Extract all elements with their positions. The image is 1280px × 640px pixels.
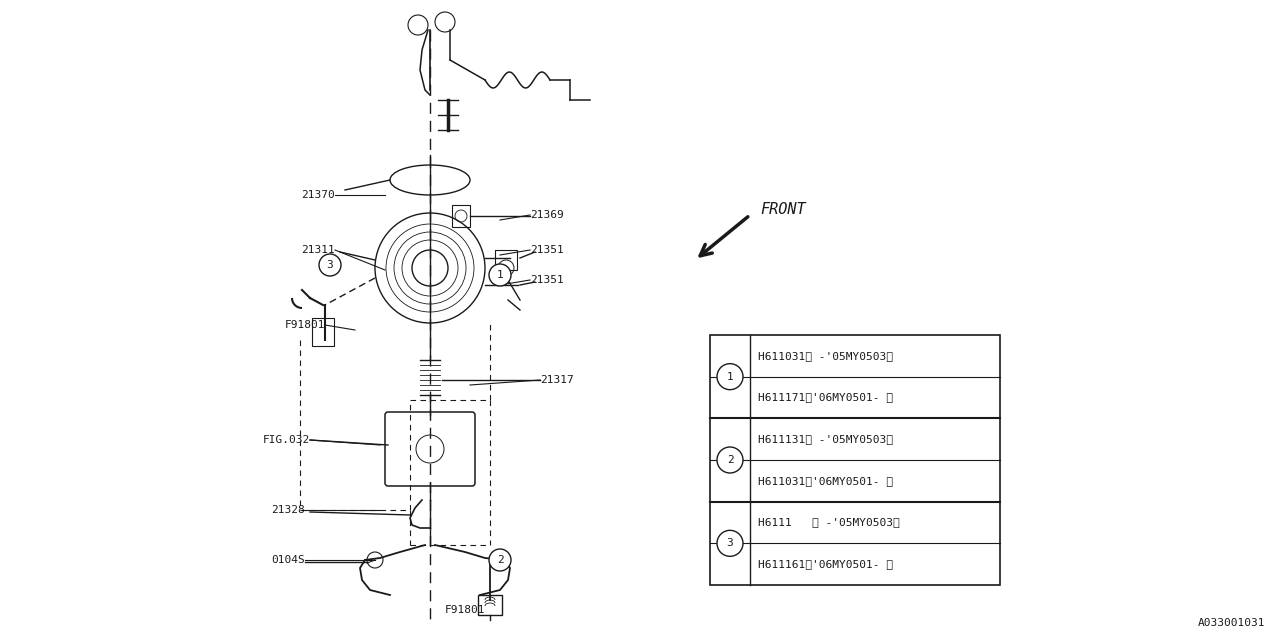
Text: H611031（ -'05MY0503）: H611031（ -'05MY0503） <box>758 351 893 361</box>
Text: 21369: 21369 <box>530 210 563 220</box>
Text: H6111   （ -'05MY0503）: H6111 （ -'05MY0503） <box>758 518 900 527</box>
Text: 21328: 21328 <box>271 505 305 515</box>
Bar <box>452 205 470 227</box>
Text: 1: 1 <box>727 372 733 381</box>
Circle shape <box>489 264 511 286</box>
Text: 2: 2 <box>497 555 503 565</box>
Text: 3: 3 <box>326 260 333 270</box>
Bar <box>312 318 334 346</box>
Text: 21317: 21317 <box>540 375 573 385</box>
Text: F91801: F91801 <box>284 320 325 330</box>
Text: 3: 3 <box>727 538 733 548</box>
Text: FRONT: FRONT <box>760 202 805 218</box>
Text: 21351: 21351 <box>530 245 563 255</box>
Text: H611171（'06MY0501- ）: H611171（'06MY0501- ） <box>758 392 893 403</box>
Text: 21351: 21351 <box>530 275 563 285</box>
Text: 2: 2 <box>727 455 733 465</box>
Circle shape <box>717 447 742 473</box>
Text: H611161（'06MY0501- ）: H611161（'06MY0501- ） <box>758 559 893 569</box>
Bar <box>495 250 517 270</box>
Text: 21311: 21311 <box>301 245 335 255</box>
Circle shape <box>489 549 511 571</box>
Text: FIG.032: FIG.032 <box>262 435 310 445</box>
Bar <box>477 595 502 615</box>
Text: H611131（ -'05MY0503）: H611131（ -'05MY0503） <box>758 434 893 444</box>
Text: 0104S: 0104S <box>271 555 305 565</box>
Text: F91801: F91801 <box>444 605 485 615</box>
Text: 21370: 21370 <box>301 190 335 200</box>
Circle shape <box>717 531 742 556</box>
Bar <box>710 335 1000 585</box>
Text: H611031（'06MY0501- ）: H611031（'06MY0501- ） <box>758 476 893 486</box>
Text: 1: 1 <box>497 270 503 280</box>
Circle shape <box>717 364 742 390</box>
Circle shape <box>319 254 340 276</box>
Text: A033001031: A033001031 <box>1198 618 1265 628</box>
